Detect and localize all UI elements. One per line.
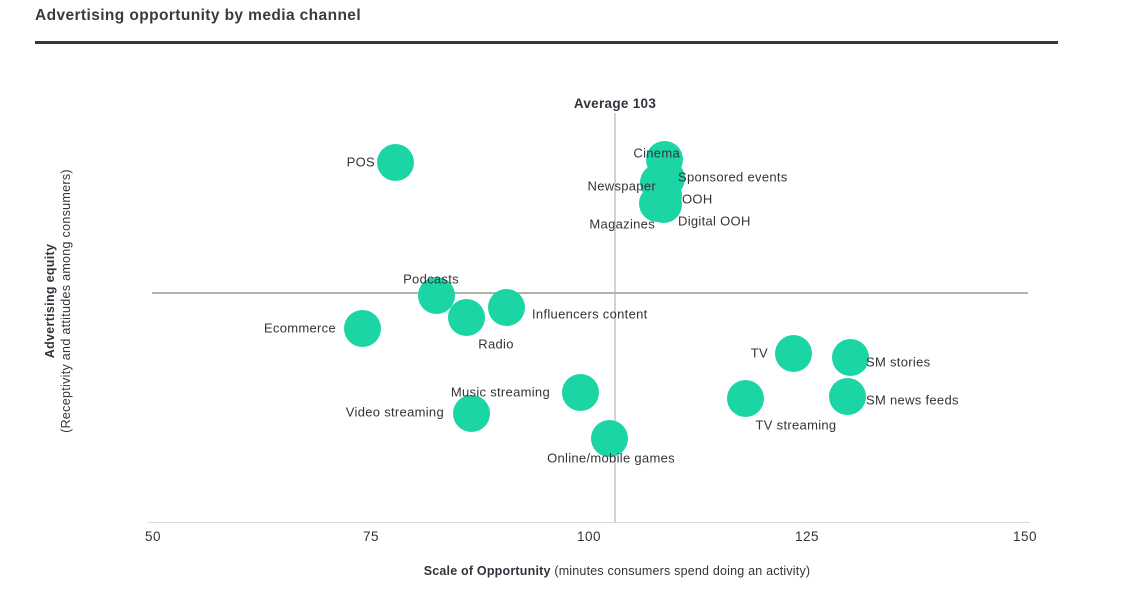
bubble-sm-stories	[832, 338, 870, 376]
x-tick-75: 75	[362, 529, 380, 544]
point-label-sm-stories: SM stories	[866, 354, 931, 370]
bubble-podcasts	[417, 276, 455, 314]
bubble-radio	[448, 298, 486, 336]
point-label-video-streaming: Video streaming	[345, 404, 444, 420]
point-label-online-mobile-games: Online/mobile games	[547, 450, 675, 466]
average-horizontal-line	[152, 292, 1028, 294]
point-label-tv: TV	[750, 345, 768, 361]
point-label-tv-streaming: TV streaming	[755, 417, 837, 433]
bubble-sm-news-feeds	[829, 377, 867, 415]
bubble-music-streaming	[561, 373, 599, 411]
bubble-video-streaming	[452, 394, 490, 432]
bubble-digital-ooh	[645, 185, 683, 223]
point-label-music-streaming: Music streaming	[450, 384, 550, 400]
bubble-ecommerce	[343, 309, 381, 347]
point-label-cinema: Cinema	[633, 145, 680, 161]
average-vertical-line	[614, 113, 616, 523]
point-label-digital-ooh: Digital OOH	[678, 213, 751, 229]
point-label-influencers-content: Influencers content	[532, 306, 648, 322]
page-title: Advertising opportunity by media channel	[35, 7, 362, 24]
x-tick-100: 100	[576, 529, 602, 544]
x-tick-150: 150	[1012, 529, 1038, 544]
point-label-podcasts: Podcasts	[403, 271, 459, 287]
point-label-radio: Radio	[478, 336, 514, 352]
x-axis-line	[148, 522, 1030, 523]
point-label-pos: POS	[346, 154, 375, 170]
bubble-pos	[376, 143, 414, 181]
point-label-ecommerce: Ecommerce	[263, 320, 336, 336]
bubble-influencers-content	[487, 288, 525, 326]
x-axis-label: Scale of Opportunity (minutes consumers …	[424, 564, 811, 578]
x-axis-label-main: Scale of Opportunity	[423, 564, 551, 578]
bubble-tv-streaming	[727, 379, 765, 417]
y-axis-label-main: Advertising equity	[43, 243, 57, 359]
x-tick-50: 50	[144, 529, 162, 544]
y-axis-label-note: (Receptivity and attitudes among consume…	[59, 169, 73, 433]
point-label-newspaper: Newspaper	[587, 178, 656, 194]
point-label-ooh: OOH	[682, 191, 713, 207]
y-axis-label: Advertising equity (Receptivity and atti…	[42, 86, 76, 516]
bubble-tv	[775, 334, 813, 372]
point-label-sm-news-feeds: SM news feeds	[866, 392, 959, 408]
point-label-magazines: Magazines	[589, 216, 655, 232]
title-rule	[35, 41, 1058, 44]
average-label: Average 103	[573, 96, 657, 111]
point-label-sponsored-events: Sponsored events	[678, 169, 788, 185]
bubble-online-mobile-games	[590, 419, 628, 457]
x-axis-label-note: (minutes consumers spend doing an activi…	[550, 564, 811, 578]
x-tick-125: 125	[794, 529, 820, 544]
